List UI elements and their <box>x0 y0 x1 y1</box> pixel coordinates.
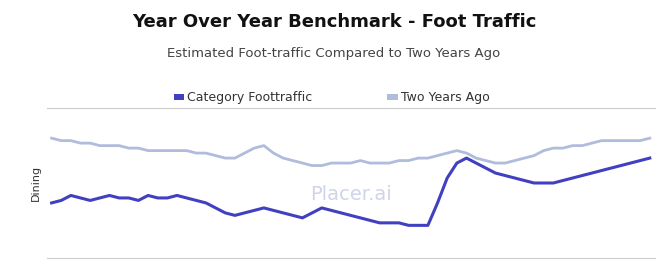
Text: Two Years Ago: Two Years Ago <box>401 91 490 104</box>
Text: Category Foottraffic: Category Foottraffic <box>187 91 313 104</box>
Text: Placer.ai: Placer.ai <box>310 185 391 204</box>
Text: Estimated Foot-traffic Compared to Two Years Ago: Estimated Foot-traffic Compared to Two Y… <box>168 47 500 60</box>
Y-axis label: Dining: Dining <box>31 165 41 201</box>
Text: Year Over Year Benchmark - Foot Traffic: Year Over Year Benchmark - Foot Traffic <box>132 13 536 31</box>
